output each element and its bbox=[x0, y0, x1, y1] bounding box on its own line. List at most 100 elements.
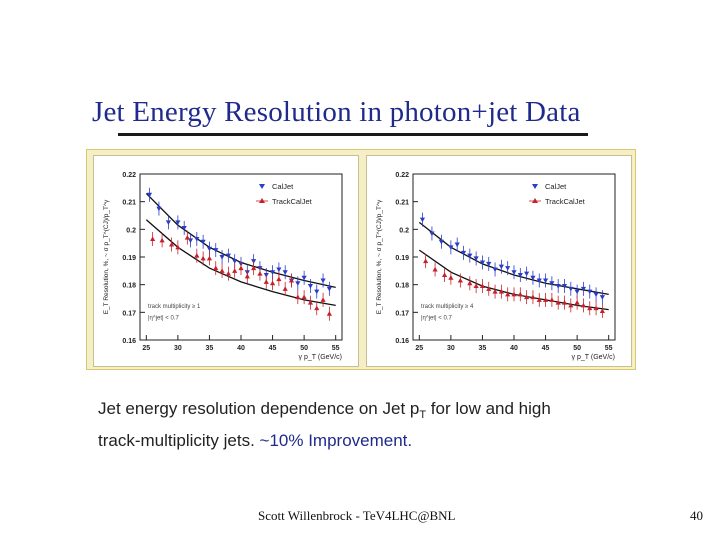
data-point-trackcaljet bbox=[587, 305, 593, 311]
legend-label-caljet: CalJet bbox=[272, 182, 294, 191]
data-point-trackcaljet bbox=[524, 294, 530, 300]
data-point-caljet bbox=[232, 259, 238, 264]
data-point-trackcaljet bbox=[479, 283, 486, 289]
caption-text-1a: Jet energy resolution dependence on Jet … bbox=[98, 399, 420, 418]
data-point-trackcaljet bbox=[432, 266, 438, 272]
caption-line-1: Jet energy resolution dependence on Jet … bbox=[98, 396, 618, 428]
y-tick-label: 0.17 bbox=[122, 310, 136, 317]
x-tick-label: 55 bbox=[605, 345, 613, 352]
title-underline bbox=[118, 133, 588, 136]
data-point-trackcaljet bbox=[219, 268, 225, 273]
data-point-caljet bbox=[568, 286, 574, 292]
data-point-caljet bbox=[549, 281, 555, 286]
data-point-trackcaljet bbox=[457, 277, 463, 283]
data-point-caljet bbox=[593, 292, 599, 297]
data-point-caljet bbox=[326, 286, 332, 292]
data-point-trackcaljet bbox=[225, 271, 231, 276]
data-point-trackcaljet bbox=[593, 305, 599, 311]
resolution-chart-high-multiplicity: 0.16 0.17 0.18 0.19 0.2 0.21 0.22 25 30 35 40 45 50 5… bbox=[376, 172, 616, 361]
x-tick-label: 35 bbox=[479, 345, 487, 352]
data-point-caljet bbox=[438, 239, 445, 245]
data-point-trackcaljet bbox=[206, 255, 213, 261]
data-point-caljet bbox=[511, 270, 517, 275]
data-point-caljet bbox=[454, 242, 460, 248]
x-tick-label: 25 bbox=[142, 345, 150, 352]
y-tick-label: 0.22 bbox=[122, 172, 136, 179]
data-point-caljet bbox=[146, 192, 153, 198]
data-point-trackcaljet bbox=[282, 286, 288, 291]
data-point-trackcaljet bbox=[269, 280, 276, 286]
annotation-eta: |η^jet| < 0.7 bbox=[148, 315, 179, 321]
data-point-caljet bbox=[473, 256, 479, 261]
data-point-trackcaljet bbox=[295, 294, 301, 300]
y-tick-label: 0.18 bbox=[395, 283, 409, 290]
figure-frame: 0.16 0.17 0.18 0.19 0.2 0.21 0.22 25 30 35 40 45 50 5… bbox=[86, 149, 636, 370]
data-point-caljet bbox=[561, 284, 568, 289]
x-tick-label: 50 bbox=[573, 345, 581, 352]
legend-marker-trackcaljet bbox=[259, 198, 265, 203]
data-point-trackcaljet bbox=[314, 305, 320, 311]
y-tick-label: 0.22 bbox=[395, 172, 409, 179]
caption-text-2a: track-multiplicity jets. bbox=[98, 431, 260, 450]
data-point-caljet bbox=[276, 267, 282, 273]
x-axis-label: γ p_T (GeV/c) bbox=[299, 354, 342, 361]
data-point-trackcaljet bbox=[175, 244, 181, 250]
y-axis-label: E_T Resolution, %, ~ σ p_T^(CJ)/p_T^γ bbox=[103, 199, 110, 314]
data-point-trackcaljet bbox=[213, 265, 219, 271]
data-point-caljet bbox=[206, 246, 213, 252]
caption-text-1b: for low and high bbox=[426, 399, 551, 418]
y-tick-label: 0.16 bbox=[395, 338, 409, 345]
data-point-trackcaljet bbox=[184, 235, 190, 240]
y-tick-label: 0.16 bbox=[122, 338, 136, 345]
slide-caption: Jet energy resolution dependence on Jet … bbox=[98, 396, 618, 454]
data-point-trackcaljet bbox=[194, 253, 200, 258]
data-point-caljet bbox=[479, 260, 486, 266]
data-point-trackcaljet bbox=[498, 288, 504, 294]
data-point-caljet bbox=[574, 289, 580, 295]
data-point-caljet bbox=[448, 245, 454, 250]
data-point-trackcaljet bbox=[238, 265, 244, 271]
x-tick-label: 40 bbox=[237, 345, 245, 352]
data-point-caljet bbox=[181, 225, 187, 231]
data-point-trackcaljet bbox=[301, 294, 307, 300]
data-point-trackcaljet bbox=[580, 302, 587, 308]
y-tick-label: 0.2 bbox=[399, 227, 409, 234]
slide-title: Jet Energy Resolution in photon+jet Data bbox=[92, 96, 581, 128]
data-point-caljet bbox=[225, 253, 231, 259]
data-point-trackcaljet bbox=[448, 275, 454, 280]
page-number: 40 bbox=[690, 508, 703, 523]
data-point-trackcaljet bbox=[251, 265, 257, 271]
data-point-trackcaljet bbox=[307, 300, 314, 305]
y-tick-label: 0.2 bbox=[126, 227, 136, 234]
chart-panel-high-multiplicity: 0.16 0.17 0.18 0.19 0.2 0.21 0.22 25 30 35 40 45 50 5… bbox=[366, 155, 632, 367]
data-point-trackcaljet bbox=[530, 294, 536, 300]
data-point-caljet bbox=[165, 220, 172, 226]
data-point-trackcaljet bbox=[168, 241, 175, 247]
fit-curve-caljet bbox=[418, 221, 609, 296]
data-point-trackcaljet bbox=[276, 276, 282, 282]
data-point-trackcaljet bbox=[473, 283, 479, 289]
data-point-caljet bbox=[219, 255, 225, 260]
data-point-trackcaljet bbox=[232, 268, 238, 273]
data-point-trackcaljet bbox=[574, 300, 580, 305]
data-point-trackcaljet bbox=[549, 297, 555, 302]
data-point-trackcaljet bbox=[263, 279, 269, 284]
data-point-trackcaljet bbox=[511, 291, 517, 297]
data-point-trackcaljet bbox=[542, 297, 549, 302]
caption-line-2: track-multiplicity jets. ~10% Improvemen… bbox=[98, 428, 618, 454]
data-point-caljet bbox=[467, 253, 473, 259]
data-point-trackcaljet bbox=[555, 300, 561, 305]
data-point-trackcaljet bbox=[244, 273, 250, 279]
data-point-trackcaljet bbox=[492, 288, 498, 294]
data-point-trackcaljet bbox=[486, 286, 492, 291]
x-tick-label: 45 bbox=[542, 345, 550, 352]
data-point-caljet bbox=[320, 278, 326, 284]
data-point-trackcaljet bbox=[257, 271, 263, 276]
x-tick-label: 40 bbox=[510, 345, 518, 352]
data-point-caljet bbox=[301, 275, 307, 281]
y-tick-label: 0.19 bbox=[395, 255, 409, 262]
y-tick-label: 0.21 bbox=[122, 200, 136, 207]
data-point-caljet bbox=[269, 270, 276, 275]
data-point-caljet bbox=[282, 270, 288, 275]
resolution-chart-low-multiplicity: 0.16 0.17 0.18 0.19 0.2 0.21 0.22 25 30 35 40 45 50 5… bbox=[103, 172, 343, 361]
